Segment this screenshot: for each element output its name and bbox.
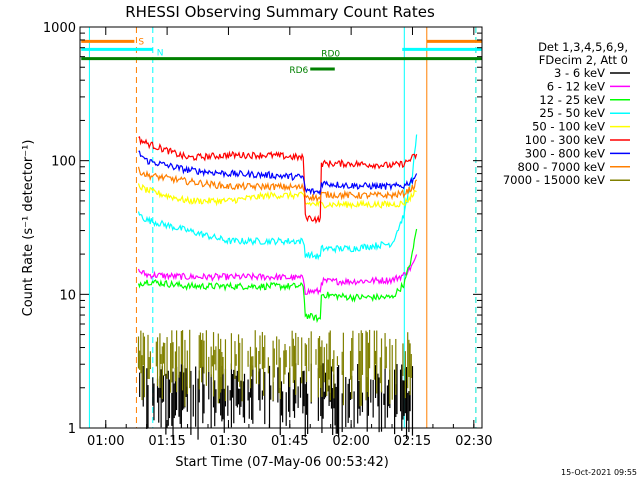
plot-frame <box>79 26 483 429</box>
legend-header-line: FDecim 2, Att 0 <box>539 53 628 67</box>
series-6 <box>138 150 418 196</box>
legend-label-7: 800 - 7000 keV <box>517 160 605 174</box>
flag-label-3: RD6 <box>289 66 308 76</box>
flag-label-1: N <box>157 48 164 58</box>
x-tick-label: 02:30 <box>455 434 492 449</box>
legend: Det 1,3,4,5,6,9,FDecim 2, Att 03 - 6 keV… <box>503 40 630 187</box>
x-tick-label: 02:00 <box>332 434 369 449</box>
x-tick-label: 01:15 <box>148 434 185 449</box>
legend-label-5: 100 - 300 keV <box>525 133 605 147</box>
legend-label-1: 6 - 12 keV <box>547 79 605 93</box>
y-tick-label: 1 <box>68 422 76 437</box>
legend-header-line: Det 1,3,4,5,6,9, <box>538 40 628 54</box>
legend-label-8: 7000 - 15000 keV <box>503 173 605 187</box>
series-5 <box>138 136 418 225</box>
x-tick-label: 02:15 <box>394 434 431 449</box>
date-stamp: 15-Oct-2021 09:55 <box>561 468 637 477</box>
series-7 <box>137 166 418 203</box>
y-tick-label: 1000 <box>43 21 76 36</box>
y-axis-label: Count Rate (s⁻¹ detector⁻¹) <box>21 140 36 317</box>
flag-label-2: RD0 <box>321 50 340 60</box>
y-axis: 1 10 100 1000 <box>43 21 482 437</box>
legend-label-4: 50 - 100 keV <box>532 120 605 134</box>
x-axis: 01:00 01:15 01:30 01:45 02:00 02:15 02:30 <box>87 27 493 449</box>
flag-label-0: S <box>138 37 144 47</box>
legend-label-0: 3 - 6 keV <box>554 66 605 80</box>
series-2 <box>137 228 418 324</box>
legend-label-2: 12 - 25 keV <box>539 93 605 107</box>
x-tick-label: 01:00 <box>87 434 124 449</box>
series-3 <box>137 134 418 261</box>
y-tick-label: 100 <box>51 155 76 170</box>
series-1 <box>137 254 418 296</box>
x-tick-label: 01:45 <box>271 434 308 449</box>
x-tick-label: 01:30 <box>210 434 247 449</box>
legend-label-6: 300 - 800 keV <box>525 146 605 160</box>
x-axis-label: Start Time (07-May-06 00:53:42) <box>175 455 389 470</box>
plot-area: S N RD0 RD6 <box>81 27 482 440</box>
y-tick-label: 10 <box>59 288 76 303</box>
chart-title: RHESSI Observing Summary Count Rates <box>125 3 435 21</box>
legend-label-3: 25 - 50 keV <box>539 106 605 120</box>
series-4 <box>137 183 417 210</box>
series-8 <box>137 329 412 407</box>
